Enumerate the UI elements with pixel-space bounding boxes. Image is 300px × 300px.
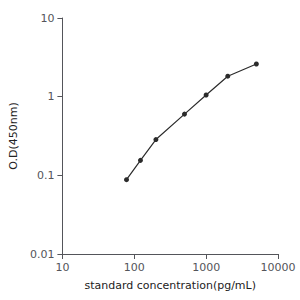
svg-text:1: 1 [47,90,54,103]
svg-text:O.D(450nm): O.D(450nm) [7,102,20,169]
svg-text:10000: 10000 [261,261,296,274]
svg-text:10: 10 [40,12,54,25]
svg-text:100: 100 [124,261,145,274]
svg-text:10: 10 [55,261,69,274]
svg-text:0.01: 0.01 [30,248,55,261]
svg-text:standard concentration(pg/mL): standard concentration(pg/mL) [84,279,256,292]
svg-text:1000: 1000 [192,261,220,274]
svg-text:0.1: 0.1 [37,169,55,182]
